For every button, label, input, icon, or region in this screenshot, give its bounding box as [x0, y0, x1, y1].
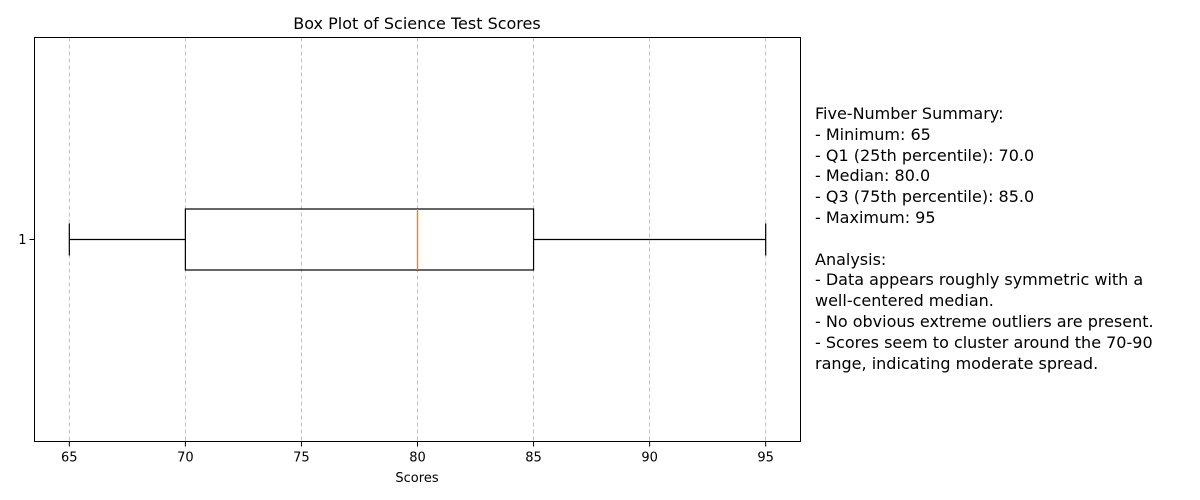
x-tick-label: 65: [61, 451, 78, 466]
x-axis-label: Scores: [395, 471, 438, 486]
axis-ticks: 65 70 75 80 85 90 95 1: [18, 233, 774, 466]
summary-line: - Q1 (25th percentile): 70.0: [815, 145, 1035, 165]
iqr-box: [184, 208, 535, 271]
chart-title: Box Plot of Science Test Scores: [293, 14, 540, 33]
x-gridlines: [68, 37, 767, 442]
x-tick-label: 80: [409, 451, 426, 466]
summary-line: Analysis:: [815, 249, 887, 269]
summary-line: - Minimum: 65: [815, 124, 931, 144]
summary-annotation: Five-Number Summary: - Minimum: 65- Q1 (2…: [815, 104, 1195, 374]
box-plot: [68, 208, 767, 271]
summary-line: - Median: 80.0: [815, 166, 931, 186]
summary-line: Five-Number Summary:: [815, 104, 1004, 123]
x-tick-label: 70: [177, 451, 194, 466]
summary-line: - Data appears roughly symmetric with a: [815, 270, 1144, 290]
summary-line: [815, 229, 1195, 250]
summary-line: - Scores seem to cluster around the 70-9…: [815, 332, 1153, 352]
y-tick-label: 1: [18, 233, 26, 248]
summary-line: - Q3 (75th percentile): 85.0: [815, 187, 1035, 207]
x-tick-label: 95: [757, 451, 774, 466]
summary-line: well-centered median.: [815, 291, 994, 311]
summary-line: range, indicating moderate spread.: [815, 353, 1099, 373]
x-tick-label: 85: [525, 451, 542, 466]
summary-line: - No obvious extreme outliers are presen…: [815, 311, 1154, 331]
x-tick-label: 75: [293, 451, 310, 466]
summary-line: - Maximum: 95: [815, 207, 936, 227]
x-tick-label: 90: [641, 451, 658, 466]
